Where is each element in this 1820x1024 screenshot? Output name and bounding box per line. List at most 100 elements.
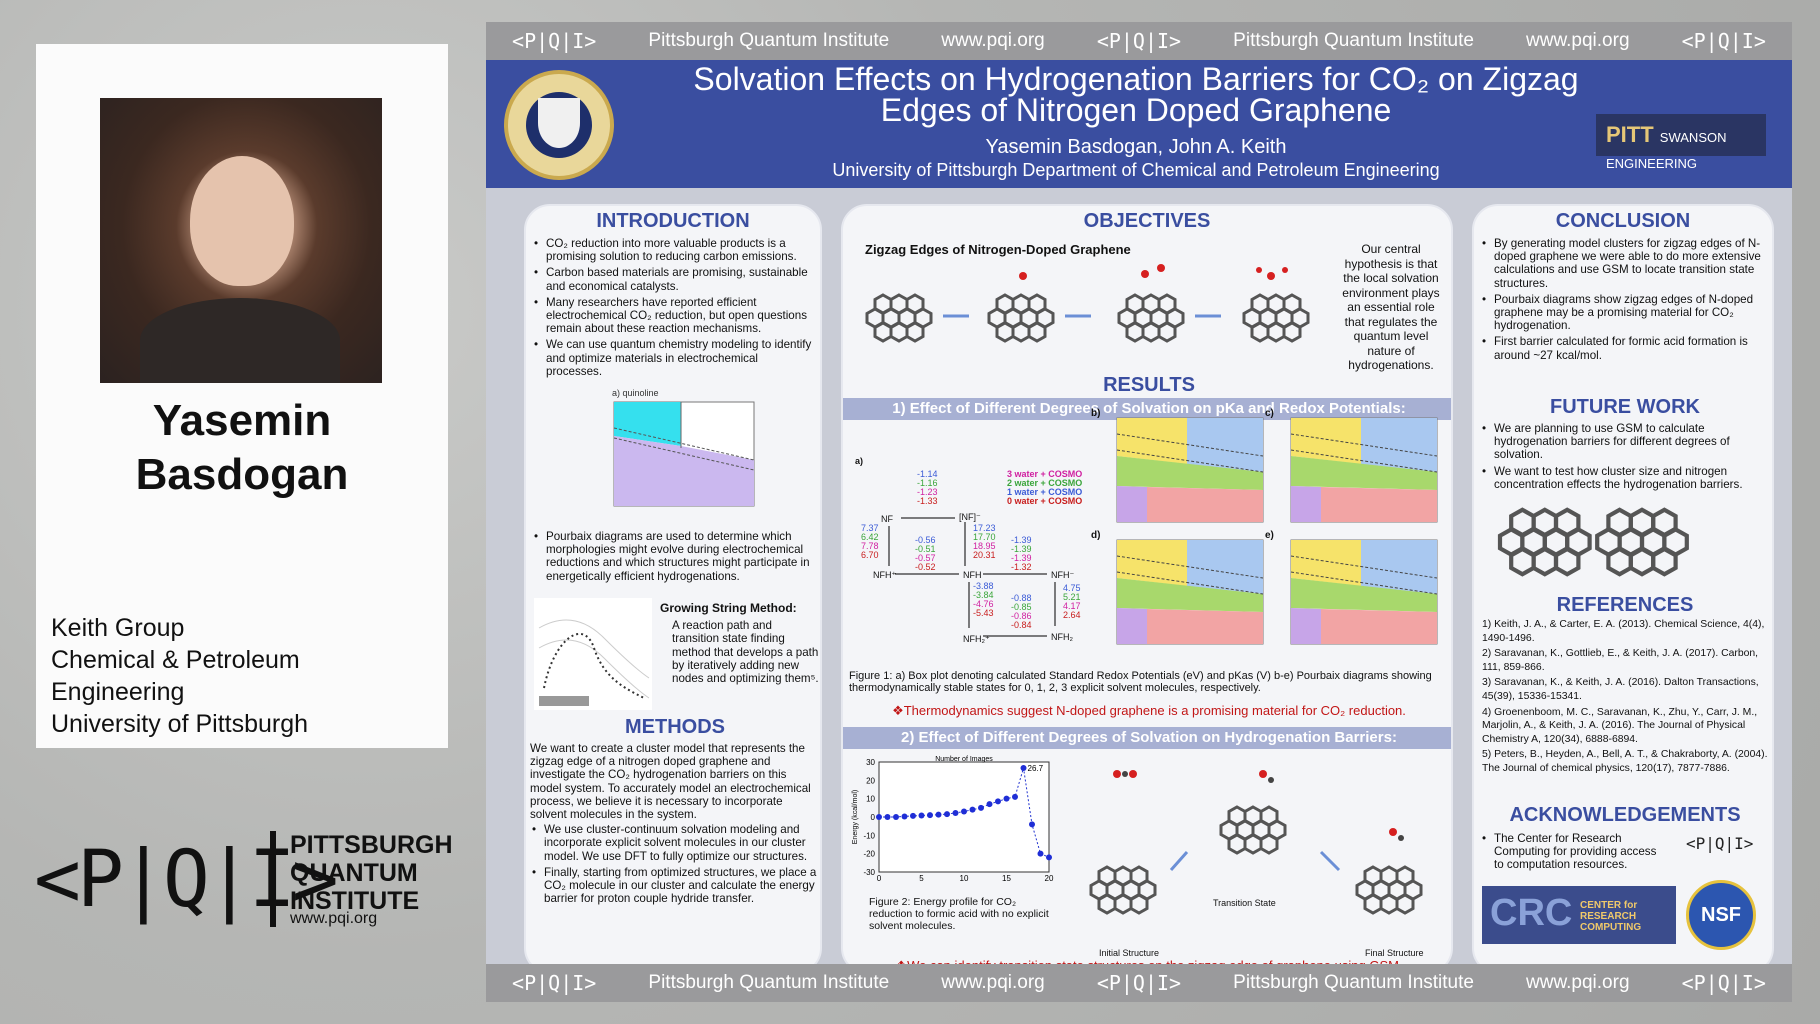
value-values_c-0: -0.56 [915,535,936,545]
value-values_c-1: -0.51 [915,544,936,554]
panel-conclusion: CONCLUSION By generating model clusters … [1472,204,1774,974]
value-values_bc-0: -0.88 [1011,593,1032,603]
pourbaix-bullet: Pourbaix diagrams are used to determine … [532,530,820,583]
objectives-heading: OBJECTIVES [1083,210,1211,232]
value-values_mid-3: 20.31 [973,550,996,560]
value-values_bl-0: -3.88 [973,581,994,591]
x-tick-label: 20 [1045,874,1054,883]
energy-point [927,812,933,819]
pqi-small-logo: <P|Q|I> [1686,834,1754,853]
energy-point [876,814,882,820]
acknowledgements-text: The Center for Research Computing for pr… [1480,832,1660,872]
crc-logo: CRC CENTER for RESEARCH COMPUTING [1482,886,1676,944]
introduction-heading: INTRODUCTION [596,210,750,232]
graphene-sequence [851,264,1331,360]
y-tick-label: 30 [866,758,875,767]
poster-authors: Yasemin Basdogan, John A. Keith [985,136,1287,158]
pqi-logo: <P|Q|I> PITTSBURGH QUANTUM INSTITUTE www.p… [34,831,453,927]
final-structure-label: Final Structure [1365,948,1424,958]
results-bar-1: 1) Effect of Different Degrees of Solvat… [843,398,1451,420]
value-values_bc-3: -0.84 [1011,620,1032,630]
energy-point [935,811,942,818]
reaction-structures [1063,770,1443,950]
quinoline-label: a) quinoline [612,388,659,398]
top-strip: <P|Q|I> Pittsburgh Quantum Institute www.p… [486,22,1792,60]
methods-text: We want to create a cluster model that r… [530,742,820,908]
value-values_br-0: 4.75 [1063,583,1081,593]
value-values_bl-3: -5.43 [973,608,994,618]
energy-point [910,812,916,819]
poster-department: University of Pittsburgh Department of C… [832,160,1440,180]
legend-item: 1 water + COSMO [1007,487,1083,497]
y-tick-label: -30 [863,868,875,877]
value-values_mid-2: 18.95 [973,541,996,551]
methods-heading: METHODS [625,716,725,738]
value-values_left-0: 7.37 [861,523,879,533]
y-tick-label: -10 [863,831,875,840]
energy-point [978,804,984,811]
energy-point [1003,795,1010,802]
future-clusters [1474,506,1774,586]
energy-point [969,806,976,813]
bottom-strip: <P|Q|I> Pittsburgh Quantum Institute www.p… [486,964,1792,1002]
pourbaix-diagram [1116,417,1264,523]
nsf-logo: NSF [1686,880,1756,950]
figure2-caption: Figure 2: Energy profile for CO₂ reducti… [869,896,1049,932]
value-values_bc-2: -0.86 [1011,611,1032,621]
value-values_bl-1: -3.84 [973,590,994,600]
energy-point [944,811,950,818]
value-values_r-1: -1.39 [1011,544,1032,554]
value-values_top-2: -1.23 [917,487,938,497]
value-values_top-1: -1.16 [917,478,938,488]
x-tick-label: 0 [877,874,882,883]
gsm-title: Growing String Method: [660,601,797,615]
future-heading: FUTURE WORK [1550,396,1700,418]
gsm-figure [534,598,652,710]
poster: <P|Q|I> Pittsburgh Quantum Institute www.p… [486,22,1792,1002]
legend-item: 3 water + COSMO [1007,469,1083,479]
future-bullets: We are planning to use GSM to calculate … [1480,422,1770,494]
university-seal [504,70,614,180]
energy-point [1012,793,1018,800]
value-values_bl-2: -4.76 [973,599,994,609]
pourbaix-label: b) [1091,408,1101,419]
x-axis-label: Number of Images [935,756,993,763]
energy-point [986,801,993,808]
pourbaix-label: e) [1265,530,1274,541]
conclusion-heading: CONCLUSION [1555,210,1691,232]
value-values_left-3: 6.70 [861,550,879,560]
x-tick-label: 15 [1002,874,1011,883]
value-values_top-3: -1.33 [917,496,938,506]
y-tick-label: -20 [863,850,875,859]
energy-point [1029,821,1035,828]
conclusion-bullets: By generating model clusters for zigzag … [1474,233,1772,362]
y-tick-label: 20 [866,776,875,785]
hypothesis-text: Our central hypothesis is that the local… [1342,242,1440,372]
references-list: 1) Keith, J. A., & Carter, E. A. (2013).… [1482,619,1768,774]
value-values_bc-1: -0.85 [1011,602,1032,612]
panel-introduction: INTRODUCTION CO₂ reduction into more val… [524,204,822,974]
value-values_r-2: -1.39 [1011,553,1032,563]
introduction-bullets: CO₂ reduction into more valuable product… [526,233,820,378]
results-heading: RESULTS [1103,374,1195,396]
value-values_br-3: 2.64 [1063,610,1081,620]
transition-state-label: Transition State [1213,898,1276,908]
figure1-caption: Figure 1: a) Box plot denoting calculate… [849,670,1432,694]
value-values_top-0: -1.14 [917,469,938,479]
energy-point [1020,765,1027,772]
peak-label: 26.7 [1028,764,1044,773]
poster-title: Solvation Effects on Hydrogenation Barri… [693,61,1579,128]
value-values_br-1: 5.21 [1063,592,1081,602]
y-tick-label: 0 [871,813,876,822]
value-values_left-1: 6.42 [861,532,879,542]
conclusion-1: ❖Thermodynamics suggest N-doped graphene… [892,703,1406,718]
value-values_mid-0: 17.23 [973,523,996,533]
quinoline-pourbaix [613,401,755,507]
references-heading: REFERENCES [1556,594,1694,616]
x-tick-label: 10 [960,874,969,883]
energy-point [961,808,967,815]
value-values_mid-1: 17.70 [973,532,996,542]
poster-header: Solvation Effects on Hydrogenation Barri… [486,60,1792,188]
gsm-text: A reaction path and transition state fin… [672,619,819,686]
legend-item: 2 water + COSMO [1007,478,1083,488]
